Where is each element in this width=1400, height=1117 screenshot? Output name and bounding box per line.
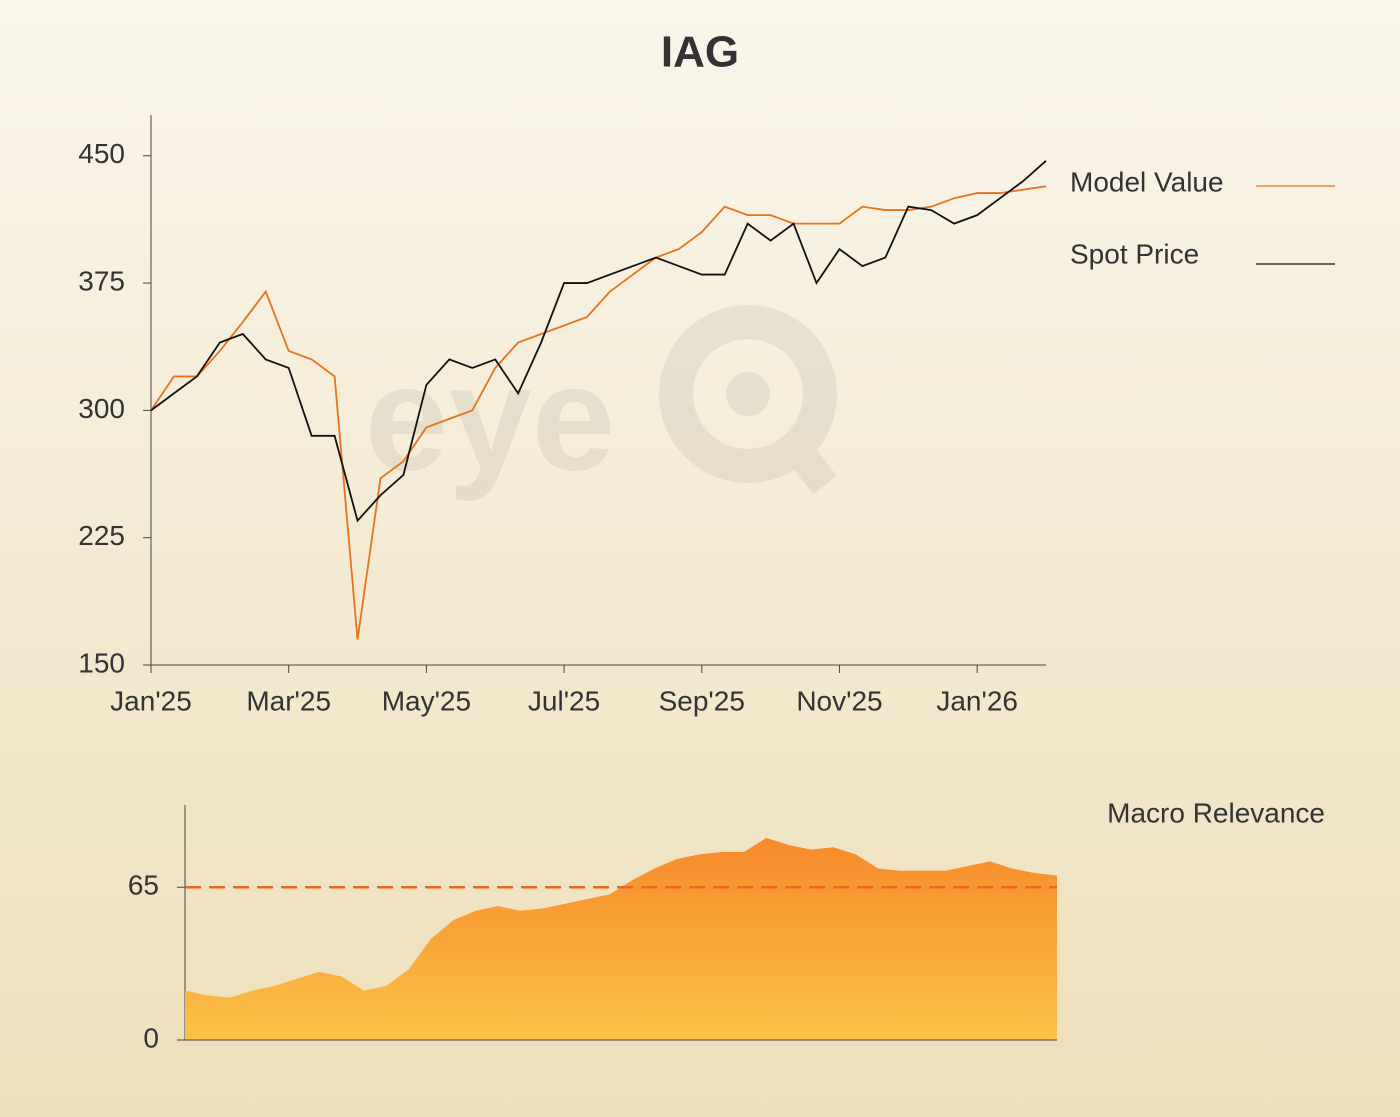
x-tick-label: Nov'25 — [796, 685, 882, 716]
legend-label: Model Value — [1070, 166, 1224, 197]
y-tick-label: 150 — [78, 647, 125, 678]
x-tick-label: Mar'25 — [246, 685, 331, 716]
y-tick-label: 300 — [78, 393, 125, 424]
x-tick-label: Jan'25 — [110, 685, 192, 716]
x-tick-label: Jan'26 — [936, 685, 1018, 716]
line — [150, 160, 1047, 523]
y-tick-label: 450 — [78, 138, 125, 169]
line — [150, 185, 1047, 640]
x-tick-label: Jul'25 — [528, 685, 600, 716]
chart-title: IAG — [661, 28, 739, 77]
y-tick-label: 375 — [78, 265, 125, 296]
y-tick-label: 65 — [128, 870, 159, 901]
y-tick-label: 225 — [78, 520, 125, 551]
y-tick-label: 0 — [143, 1022, 159, 1053]
legend-label: Spot Price — [1070, 238, 1199, 269]
panel-title: Macro Relevance — [1107, 797, 1325, 828]
watermark-logo — [659, 305, 837, 495]
x-tick-label: May'25 — [382, 685, 471, 716]
x-tick-label: Sep'25 — [659, 685, 745, 716]
